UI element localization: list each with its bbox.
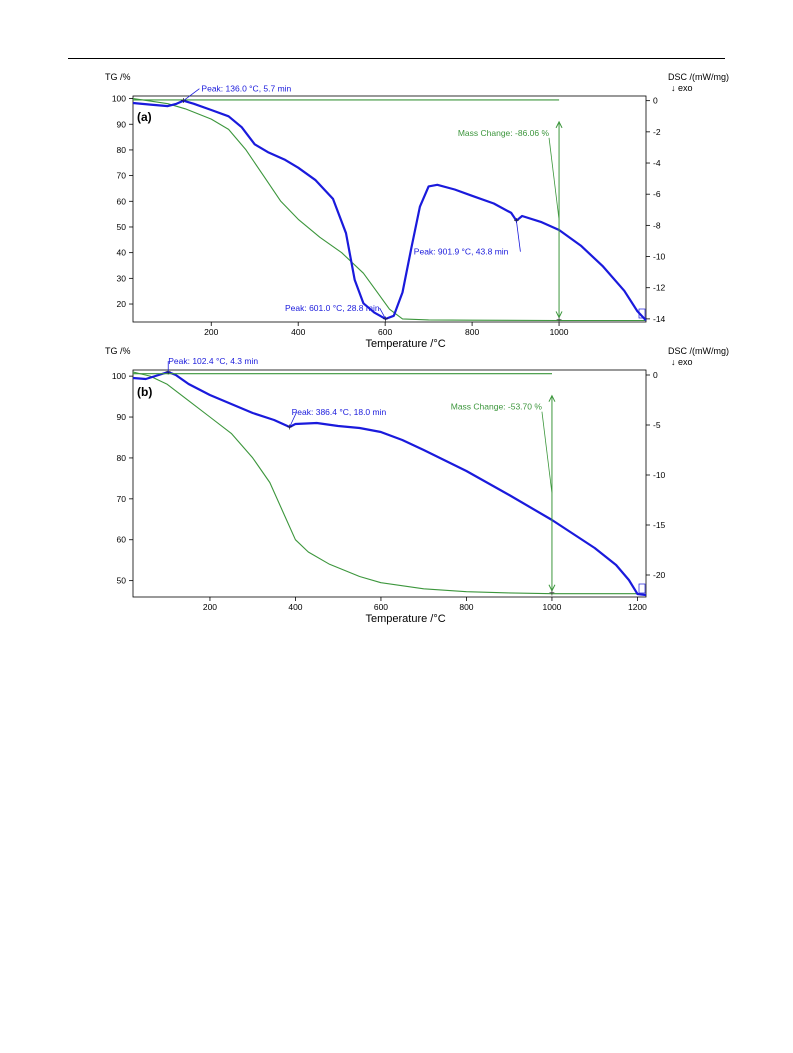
x-tick-label: 1200	[628, 602, 647, 612]
y-right-tick-label: 0	[653, 370, 658, 380]
x-tick-label: 1000	[550, 327, 569, 337]
x-tick-label: 400	[291, 327, 305, 337]
peak-leader	[289, 411, 297, 428]
y-left-tick-label: 90	[117, 119, 127, 129]
y-right-tick-label: -5	[653, 420, 661, 430]
peak-marker: +	[165, 368, 171, 379]
y-left-tick-label: 100	[112, 371, 126, 381]
y-right-tick-label: 0	[653, 96, 658, 106]
y-left-tick-label: 80	[117, 453, 127, 463]
peak-marker: +	[181, 96, 187, 107]
y-left-axis-title: TG /%	[105, 72, 131, 82]
y-right-tick-label: -2	[653, 127, 661, 137]
mass-change-arrowhead-bottom	[555, 311, 563, 319]
y-right-tick-label: -8	[653, 220, 661, 230]
corner-marker	[638, 308, 646, 319]
tg-dsc-chart-a: TG /% DSC /(mW/mg) ↓ exo Temperature /°C (a)…	[0, 68, 793, 350]
y-left-axis-title: TG /%	[105, 346, 131, 356]
peak-marker: +	[287, 423, 293, 434]
x-tick-label: 400	[288, 602, 302, 612]
x-tick-label: 800	[459, 602, 473, 612]
tg-dsc-chart-b: TG /% DSC /(mW/mg) ↓ exo Temperature /°C (b)…	[0, 345, 793, 630]
y-left-tick-label: 50	[117, 222, 127, 232]
plot-frame	[132, 95, 647, 323]
mass-change-leader	[548, 137, 560, 220]
mass-change-leader	[541, 411, 553, 494]
chart-b-svg: TG /% DSC /(mW/mg)↓ exo Temperature /°C (b)…	[105, 346, 729, 625]
y-right-tick-label: -6	[653, 189, 661, 199]
x-tick-label: 200	[204, 327, 218, 337]
y-right-axis-subtitle: ↓ exo	[671, 357, 693, 367]
y-left-tick-label: 60	[117, 196, 127, 206]
y-right-axis-title: DSC /(mW/mg)	[668, 346, 729, 356]
y-right-tick-label: -20	[653, 570, 666, 580]
peak-label: Peak: 386.4 °C, 18.0 min	[292, 407, 387, 417]
x-axis-title: Temperature /°C	[366, 613, 446, 625]
y-left-tick-label: 60	[117, 535, 127, 545]
y-left-tick-label: 50	[117, 576, 127, 586]
y-right-tick-label: -15	[653, 520, 666, 530]
y-right-tick-label: -12	[653, 283, 666, 293]
y-left-tick-label: 100	[112, 94, 126, 104]
mass-change-label: Mass Change: -86.06 %	[458, 128, 550, 138]
y-left-tick-label: 90	[117, 412, 127, 422]
tg-curve	[132, 98, 646, 322]
tg-curve	[132, 371, 638, 595]
y-right-axis-subtitle: ↓ exo	[671, 83, 693, 93]
y-right-tick-label: -14	[653, 314, 666, 324]
peak-label: Peak: 136.0 °C, 5.7 min	[201, 84, 291, 94]
peak-label: Peak: 901.9 °C, 43.8 min	[414, 247, 509, 257]
mass-change-arrowhead-bottom	[548, 584, 556, 592]
plot-frame	[132, 369, 647, 598]
x-axis-title: Temperature /°C	[366, 338, 446, 350]
chart-a-svg: TG /% DSC /(mW/mg)↓ exo Temperature /°C (a)…	[105, 72, 729, 350]
peak-leader	[183, 88, 200, 101]
y-left-tick-label: 40	[117, 248, 127, 258]
mass-change-arrowhead-top	[548, 394, 556, 402]
x-tick-label: 600	[374, 602, 388, 612]
mass-change-label: Mass Change: -53.70 %	[451, 402, 543, 412]
x-tick-label: 600	[378, 327, 392, 337]
peak-label: Peak: 102.4 °C, 4.3 min	[168, 356, 258, 366]
panel-label: (b)	[137, 385, 152, 399]
dsc-curve	[132, 370, 647, 597]
page-top-rule	[68, 58, 725, 59]
peak-leader	[516, 220, 521, 252]
x-tick-label: 800	[465, 327, 479, 337]
y-right-axis-title: DSC /(mW/mg)	[668, 72, 729, 82]
y-left-tick-label: 30	[117, 273, 127, 283]
y-left-tick-label: 70	[117, 494, 127, 504]
peak-label: Peak: 601.0 °C, 28.8 min	[285, 303, 380, 313]
mass-change-arrowhead-top	[555, 120, 563, 129]
y-left-tick-label: 80	[117, 145, 127, 155]
x-tick-label: 200	[203, 602, 217, 612]
y-left-tick-label: 20	[117, 299, 127, 309]
x-tick-label: 1000	[542, 602, 561, 612]
corner-marker	[638, 583, 646, 594]
mass-change-end-marker: +	[556, 315, 562, 326]
y-right-tick-label: -10	[653, 252, 666, 262]
mass-change-end-marker: +	[549, 589, 555, 600]
dsc-curve	[132, 99, 647, 322]
y-right-tick-label: -10	[653, 470, 666, 480]
y-right-tick-label: -4	[653, 158, 661, 168]
y-left-tick-label: 70	[117, 171, 127, 181]
panel-label: (a)	[137, 110, 152, 124]
peak-marker: +	[383, 314, 389, 325]
peak-leader	[379, 307, 386, 320]
